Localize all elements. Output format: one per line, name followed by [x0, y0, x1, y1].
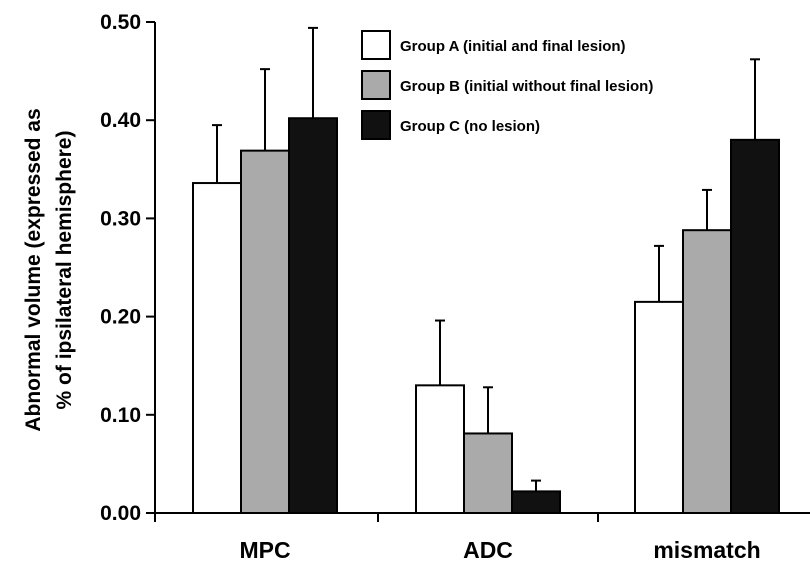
bar — [511, 490, 561, 514]
legend-label: Group A (initial and final lesion) — [400, 38, 626, 55]
y-tick-label: 0.50 — [100, 11, 141, 34]
plot-area: 0.00 0.10 0.20 0.30 0.40 0.50 MPC ADC mismatch — [100, 11, 810, 563]
bar — [288, 117, 338, 515]
bar — [415, 384, 465, 514]
y-tick-label: 0.10 — [100, 404, 141, 427]
y-axis-title: Abnormal volume (expressed as % of ipsil… — [22, 108, 76, 431]
y-axis-title-line2: % of ipsilateral hemisphere) — [53, 131, 76, 410]
legend-label: Group C (no lesion) — [400, 118, 540, 135]
bar — [682, 229, 732, 515]
x-tick-label: mismatch — [653, 537, 760, 563]
y-tick-label: 0.30 — [100, 207, 141, 230]
x-tick-label: ADC — [463, 537, 513, 563]
legend: Group A (initial and final lesion) Group … — [361, 30, 653, 140]
legend-swatch — [361, 70, 391, 100]
bar — [240, 149, 290, 514]
bar — [730, 138, 780, 514]
y-axis-title-line1: Abnormal volume (expressed as — [22, 108, 45, 431]
y-tick-label: 0.20 — [100, 306, 141, 329]
y-tick-label: 0.40 — [100, 109, 141, 132]
bar — [463, 432, 513, 515]
legend-swatch — [361, 30, 391, 60]
y-tick-label: 0.00 — [100, 502, 141, 525]
bar — [192, 182, 242, 514]
bar — [634, 300, 684, 514]
legend-swatch — [361, 110, 391, 140]
legend-label: Group B (initial without final lesion) — [400, 78, 653, 95]
x-tick-label: MPC — [239, 537, 290, 563]
